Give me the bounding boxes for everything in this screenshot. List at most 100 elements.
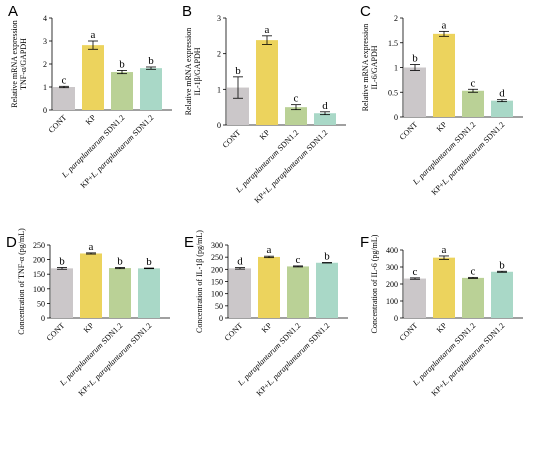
- category-label: CONT: [398, 321, 420, 343]
- bar: [462, 277, 484, 318]
- panel-F: F 0 100 200 300 400 Concentration of IL-6 (pg/…: [360, 234, 523, 398]
- y-tick-label: 300: [386, 263, 398, 272]
- significance-label: a: [91, 29, 96, 41]
- significance-label: a: [265, 24, 270, 36]
- category-label: CONT: [47, 113, 69, 135]
- y-tick-label: 250: [33, 241, 45, 250]
- y-tick-label: 1.5: [388, 39, 398, 48]
- bar: [433, 33, 455, 118]
- significance-label: b: [499, 259, 505, 271]
- y-tick-label: 3: [43, 37, 47, 46]
- bar: [258, 256, 280, 318]
- significance-label: a: [442, 244, 447, 256]
- panel-D: D 0 50 100 150 200 250 Concentration of TNF-α (…: [6, 228, 170, 398]
- y-tick-label: 200: [211, 265, 223, 274]
- y-tick-label: 4: [43, 14, 47, 23]
- panel-label: C: [360, 3, 371, 20]
- panel-label: B: [182, 3, 192, 20]
- y-axis-label: Concentration of IL-6 (pg/mL): [370, 234, 379, 333]
- bar: [229, 268, 251, 318]
- significance-label: d: [322, 100, 328, 112]
- y-axis-label: Relative mRNA expression: [10, 20, 19, 108]
- y-tick-label: 0: [394, 314, 398, 323]
- panel-label: A: [8, 3, 18, 20]
- y-tick-label: 2: [394, 14, 398, 23]
- category-label: KP: [84, 113, 98, 127]
- category-label: KP: [435, 321, 449, 335]
- y-tick-label: 3: [217, 14, 221, 23]
- bar: [285, 107, 307, 125]
- y-tick-label: 0: [43, 106, 47, 115]
- significance-label: b: [412, 53, 418, 65]
- y-tick-label: 150: [211, 278, 223, 287]
- bar: [316, 262, 338, 318]
- significance-label: b: [146, 256, 152, 268]
- y-tick-label: 200: [33, 256, 45, 265]
- y-tick-label: 1: [217, 85, 221, 94]
- y-tick-label: 0: [219, 314, 223, 323]
- significance-label: d: [499, 88, 505, 100]
- y-tick-label: 1: [43, 83, 47, 92]
- panel-label: E: [184, 234, 194, 251]
- significance-label: c: [296, 254, 301, 266]
- bar: [82, 45, 104, 110]
- y-axis-label: TNF-α/GAPDH: [19, 38, 28, 90]
- y-tick-label: 0.5: [388, 88, 398, 97]
- y-tick-label: 1: [394, 64, 398, 73]
- bar: [404, 67, 426, 117]
- y-axis-label: IL-6/GAPDH: [370, 45, 379, 89]
- significance-label: c: [62, 74, 67, 86]
- category-label: CONT: [398, 120, 420, 142]
- y-tick-label: 100: [386, 297, 398, 306]
- y-tick-label: 250: [211, 253, 223, 262]
- bar: [287, 266, 309, 318]
- significance-label: b: [119, 58, 125, 70]
- bar: [314, 113, 336, 125]
- bar: [53, 87, 75, 110]
- y-axis-label: Relative mRNA expression: [361, 24, 370, 112]
- panel-C: C 0 0.5 1 1.5 2 Relative mRNA expression IL-6/G…: [360, 3, 523, 197]
- category-label: KP: [435, 120, 449, 134]
- significance-label: a: [89, 241, 94, 253]
- category-label: CONT: [223, 321, 245, 343]
- y-axis-label: Relative mRNA expression: [184, 28, 193, 116]
- y-tick-label: 2: [217, 50, 221, 59]
- bar: [51, 268, 73, 318]
- significance-label: b: [59, 255, 65, 267]
- y-tick-label: 0: [41, 314, 45, 323]
- bar: [404, 278, 426, 318]
- significance-label: c: [294, 93, 299, 105]
- y-tick-label: 2: [43, 60, 47, 69]
- category-label: KP: [258, 128, 272, 142]
- significance-label: b: [235, 65, 241, 77]
- panel-B: B 0 1 2 3 Relative mRNA expression IL-1β/GAPDH…: [182, 3, 346, 205]
- bar: [111, 72, 133, 110]
- y-tick-label: 400: [386, 246, 398, 255]
- bar: [433, 257, 455, 318]
- significance-label: c: [471, 265, 476, 277]
- significance-label: d: [237, 256, 243, 268]
- category-label: CONT: [221, 128, 243, 150]
- y-axis-label: Concentration of TNF-α (pg/mL): [17, 228, 26, 335]
- significance-label: a: [442, 19, 447, 31]
- panel-label: F: [360, 234, 369, 251]
- significance-label: a: [267, 244, 272, 256]
- bar: [462, 90, 484, 117]
- y-tick-label: 0: [394, 113, 398, 122]
- y-tick-label: 0: [217, 121, 221, 130]
- significance-label: b: [117, 255, 123, 267]
- significance-label: c: [471, 77, 476, 89]
- y-tick-label: 50: [215, 302, 223, 311]
- significance-label: b: [324, 251, 330, 263]
- y-tick-label: 50: [37, 299, 45, 308]
- bar: [138, 268, 160, 318]
- panel-A: A 0 1 2 3 4 Relative mRNA expression TNF-α/GAPD…: [8, 3, 172, 190]
- y-tick-label: 150: [33, 270, 45, 279]
- significance-label: b: [148, 55, 154, 67]
- bar: [80, 253, 102, 318]
- category-label: KP: [260, 321, 274, 335]
- panel-E: E 0 50 100 150 200 250 300 Concentration of IL-1…: [184, 230, 348, 398]
- y-tick-label: 300: [211, 241, 223, 250]
- bar: [491, 100, 513, 117]
